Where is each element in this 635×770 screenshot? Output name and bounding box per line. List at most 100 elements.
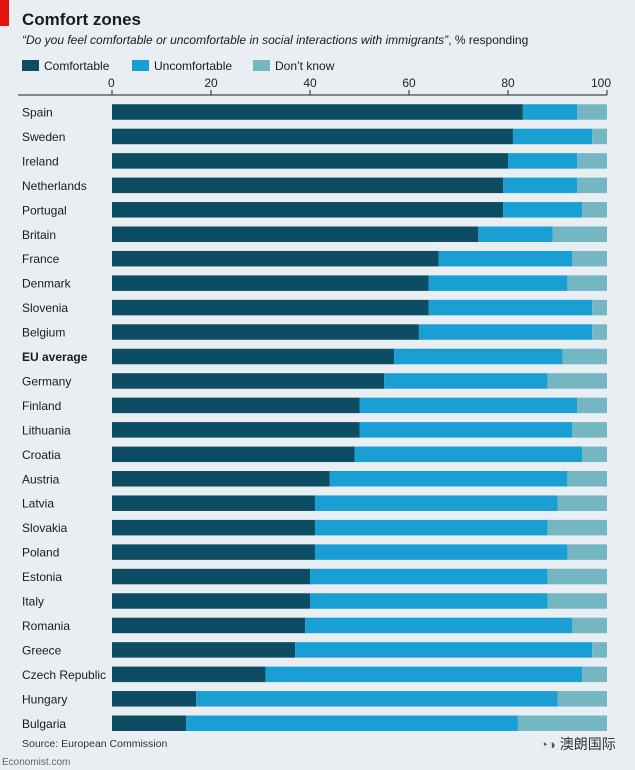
bar-germany-uncomfortable — [384, 373, 548, 389]
category-label-bulgaria: Bulgaria — [22, 717, 66, 731]
x-tick-label-80: 80 — [501, 76, 515, 90]
category-label-germany: Germany — [22, 374, 71, 388]
category-label-romania: Romania — [22, 619, 70, 633]
category-label-france: France — [22, 252, 60, 266]
category-label-czech-republic: Czech Republic — [22, 668, 106, 682]
bar-eu-average-uncomfortable — [394, 348, 563, 365]
bar-eu-average-comfortable — [112, 348, 395, 365]
bar-portugal-comfortable — [112, 202, 504, 218]
category-label-finland: Finland — [22, 399, 61, 413]
bar-estonia-comfortable — [112, 568, 310, 585]
bar-denmark-don-t-know — [567, 275, 607, 291]
bar-bulgaria-don-t-know — [517, 715, 607, 731]
category-label-sweden: Sweden — [22, 130, 65, 144]
bar-denmark-comfortable — [112, 275, 429, 291]
chart-title: Comfort zones — [22, 10, 141, 29]
brand-footer: Economist.com — [2, 757, 71, 768]
bar-croatia-uncomfortable — [354, 446, 583, 463]
category-label-poland: Poland — [22, 546, 59, 560]
legend-label-comfortable: Comfortable — [44, 59, 110, 73]
bar-spain-comfortable — [112, 104, 523, 120]
category-label-ireland: Ireland — [22, 154, 59, 168]
bar-latvia-comfortable — [112, 495, 315, 511]
bar-finland-uncomfortable — [359, 397, 578, 414]
wechat-icon: ◔◑ — [540, 737, 556, 752]
category-label-netherlands: Netherlands — [22, 179, 87, 193]
bar-slovakia-comfortable — [112, 519, 315, 536]
legend-item-uncomfortable: Uncomfortable — [132, 59, 232, 73]
bar-portugal-don-t-know — [582, 202, 607, 218]
bar-italy-uncomfortable — [310, 593, 548, 609]
bar-latvia-uncomfortable — [314, 495, 558, 511]
bar-france-uncomfortable — [438, 250, 573, 267]
bar-greece-don-t-know — [592, 642, 607, 658]
bar-france-comfortable — [112, 250, 439, 267]
bar-finland-comfortable — [112, 397, 360, 414]
category-label-hungary: Hungary — [22, 692, 67, 706]
category-label-latvia: Latvia — [22, 497, 54, 511]
bar-britain-comfortable — [112, 226, 479, 242]
legend-swatch-comfortable — [22, 60, 39, 71]
bar-netherlands-comfortable — [112, 177, 504, 194]
bar-belgium-don-t-know — [592, 324, 607, 340]
bar-slovenia-comfortable — [112, 299, 429, 316]
bar-britain-don-t-know — [552, 226, 607, 242]
x-tick-label-0: 0 — [108, 76, 115, 90]
bar-denmark-uncomfortable — [428, 275, 568, 291]
bar-romania-comfortable — [112, 617, 306, 634]
bar-spain-don-t-know — [577, 104, 607, 120]
category-label-slovakia: Slovakia — [22, 521, 68, 535]
bar-france-don-t-know — [572, 250, 607, 267]
category-label-belgium: Belgium — [22, 326, 65, 340]
bar-belgium-uncomfortable — [418, 324, 593, 340]
bar-italy-don-t-know — [547, 593, 607, 609]
legend-swatch-dont-know — [253, 60, 270, 71]
bar-croatia-don-t-know — [582, 446, 607, 463]
x-tick-label-40: 40 — [303, 76, 317, 90]
bar-sweden-don-t-know — [592, 128, 607, 145]
category-label-portugal: Portugal — [22, 203, 67, 217]
legend-swatch-uncomfortable — [132, 60, 149, 71]
bar-bulgaria-uncomfortable — [186, 715, 518, 731]
bar-ireland-comfortable — [112, 153, 508, 169]
legend-label-dont-know: Don’t know — [275, 59, 335, 73]
watermark: ◔◑ 澳朗国际 — [540, 734, 616, 754]
bar-hungary-comfortable — [112, 691, 197, 707]
subtitle-unit: , % responding — [448, 33, 529, 47]
bar-portugal-uncomfortable — [503, 202, 583, 218]
bar-hungary-uncomfortable — [196, 691, 558, 707]
legend-item-comfortable: Comfortable — [22, 59, 109, 73]
bar-lithuania-uncomfortable — [359, 422, 573, 438]
bar-estonia-uncomfortable — [310, 568, 548, 585]
bar-slovakia-don-t-know — [547, 519, 607, 536]
bar-czech-republic-comfortable — [112, 666, 266, 683]
bar-austria-comfortable — [112, 471, 330, 487]
bar-greece-uncomfortable — [295, 642, 593, 658]
source-note: Source: European Commission — [22, 738, 168, 750]
category-label-greece: Greece — [22, 643, 62, 657]
bar-belgium-comfortable — [112, 324, 419, 340]
bar-germany-don-t-know — [547, 373, 607, 389]
category-label-lithuania: Lithuania — [22, 423, 71, 437]
brand-red-tag — [0, 0, 9, 26]
bar-netherlands-don-t-know — [577, 177, 607, 194]
bar-estonia-don-t-know — [547, 568, 607, 585]
bar-sweden-comfortable — [112, 128, 513, 145]
bar-sweden-uncomfortable — [512, 128, 593, 145]
bar-germany-comfortable — [112, 373, 385, 389]
category-label-spain: Spain — [22, 106, 53, 120]
bar-croatia-comfortable — [112, 446, 355, 463]
bar-bulgaria-comfortable — [112, 715, 187, 731]
category-label-croatia: Croatia — [22, 448, 61, 462]
bar-slovenia-uncomfortable — [428, 299, 593, 316]
category-label-britain: Britain — [22, 228, 56, 242]
legend-label-uncomfortable: Uncomfortable — [154, 59, 233, 73]
bar-slovenia-don-t-know — [592, 299, 607, 316]
bar-austria-don-t-know — [567, 471, 607, 487]
category-label-austria: Austria — [22, 472, 60, 486]
bar-ireland-don-t-know — [577, 153, 607, 169]
category-label-italy: Italy — [22, 595, 44, 609]
x-tick-label-20: 20 — [204, 76, 218, 90]
bar-ireland-uncomfortable — [508, 153, 578, 169]
